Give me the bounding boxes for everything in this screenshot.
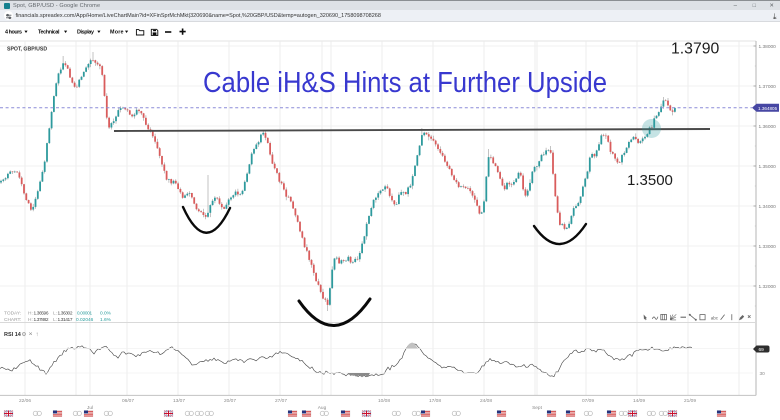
svg-text:0.0%: 0.0%: [100, 310, 112, 316]
svg-text:06/07: 06/07: [122, 398, 134, 404]
svg-text:Sept: Sept: [532, 405, 543, 411]
svg-text:1.37000: 1.37000: [759, 84, 777, 90]
svg-text:↑: ↑: [36, 332, 39, 338]
svg-text:1.6%: 1.6%: [100, 317, 112, 323]
svg-text:1.34000: 1.34000: [759, 204, 777, 210]
svg-text:21/09: 21/09: [684, 398, 696, 404]
svg-text:22/06: 22/06: [19, 398, 31, 404]
svg-text:CHART:: CHART:: [4, 317, 21, 323]
svg-text:1.36000: 1.36000: [759, 124, 777, 130]
svg-text:1.38000: 1.38000: [759, 44, 777, 50]
svg-text:⚙: ⚙: [22, 331, 27, 338]
svg-text:H:: H:: [28, 310, 33, 316]
svg-text:abc: abc: [711, 315, 719, 320]
svg-text:1.31417: 1.31417: [58, 317, 73, 323]
svg-text:1.36302: 1.36302: [58, 310, 73, 316]
svg-text:SPOT, GBP/USD: SPOT, GBP/USD: [7, 47, 47, 53]
svg-text:17/08: 17/08: [429, 398, 441, 404]
svg-text:H:: H:: [28, 317, 33, 323]
svg-text:1.3790: 1.3790: [671, 41, 720, 58]
svg-text:13/07: 13/07: [173, 398, 185, 404]
svg-text:20/07: 20/07: [224, 398, 236, 404]
svg-text:14/09: 14/09: [633, 398, 645, 404]
svg-text:30: 30: [760, 371, 766, 377]
svg-text:RSI 14: RSI 14: [4, 332, 22, 338]
svg-text:More: More: [110, 30, 124, 36]
svg-text:1.36596: 1.36596: [34, 310, 49, 316]
svg-text:✕: ✕: [29, 332, 33, 338]
svg-text:1.364805: 1.364805: [758, 106, 778, 111]
svg-text:24/08: 24/08: [480, 398, 492, 404]
svg-text:1.35000: 1.35000: [759, 164, 777, 170]
svg-text:L:: L:: [53, 310, 57, 316]
svg-text:Technical: Technical: [38, 30, 60, 36]
svg-text:0.00001: 0.00001: [77, 310, 92, 315]
svg-text:27/07: 27/07: [275, 398, 287, 404]
svg-text:L:: L:: [53, 317, 57, 323]
svg-text:1.32000: 1.32000: [759, 284, 777, 290]
svg-text:Display: Display: [77, 30, 94, 36]
svg-text:4 hours: 4 hours: [5, 30, 22, 36]
svg-text:TODAY:: TODAY:: [4, 310, 21, 316]
svg-text:Jul: Jul: [87, 405, 93, 411]
svg-text:69: 69: [759, 347, 765, 353]
svg-text:Cable iH&S Hints at Further Up: Cable iH&S Hints at Further Upside: [203, 67, 607, 99]
svg-text:10/08: 10/08: [378, 398, 390, 404]
svg-text:07/09: 07/09: [582, 398, 594, 404]
svg-text:0.02046: 0.02046: [76, 317, 94, 323]
svg-text:1.33000: 1.33000: [759, 244, 777, 250]
svg-text:Aug: Aug: [318, 405, 327, 411]
svg-text:1.37882: 1.37882: [34, 317, 49, 323]
svg-text:1.3500: 1.3500: [627, 172, 673, 189]
